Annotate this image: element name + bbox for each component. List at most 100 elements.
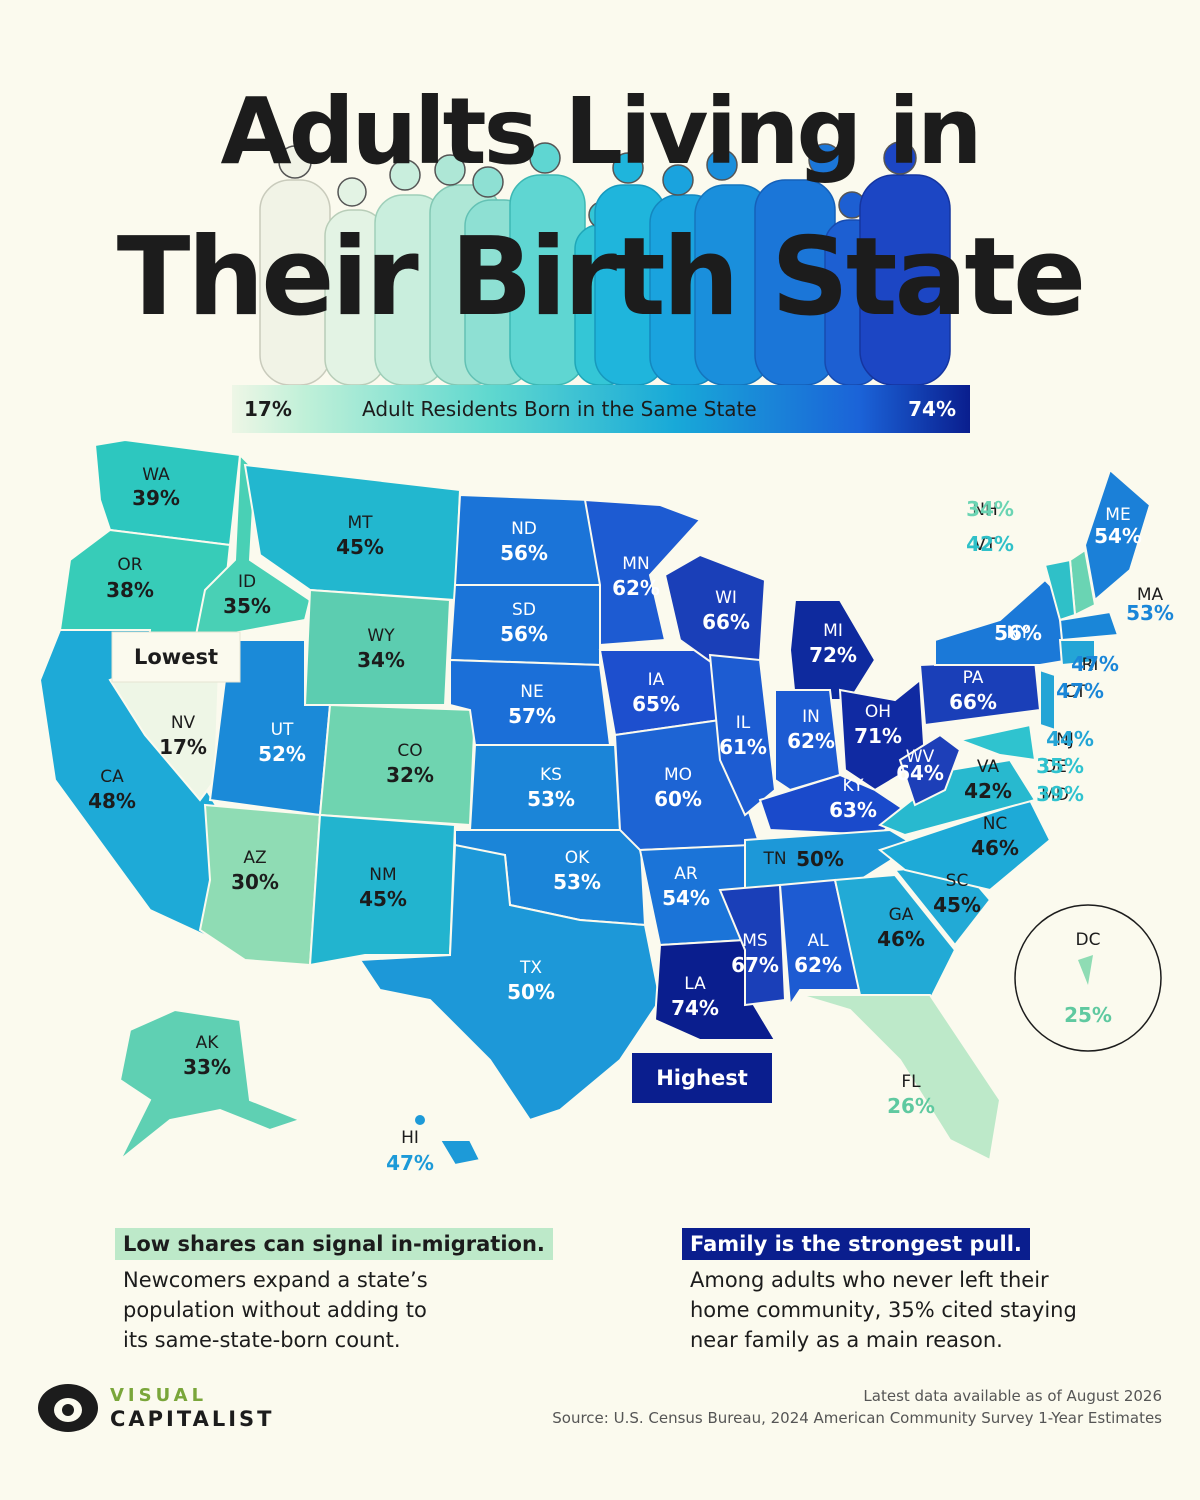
state-shape-md[interactable] <box>956 723 1037 762</box>
state-value-va: 42% <box>964 779 1012 803</box>
callout-right-body: Among adults who never left their home c… <box>690 1265 1077 1355</box>
state-label-pa: PA <box>963 668 984 688</box>
state-label-ri: RI <box>1082 655 1099 675</box>
state-value-id: 35% <box>223 594 271 618</box>
state-value-mi: 72% <box>809 643 857 667</box>
callout-right-line-3: near family as a main reason. <box>690 1328 1003 1352</box>
state-value-de: 35% <box>1036 754 1084 778</box>
color-legend: 17% Adult Residents Born in the Same Sta… <box>232 385 970 433</box>
state-value-hi: 47% <box>386 1151 434 1175</box>
state-label-wa: WA <box>142 465 170 485</box>
state-label-ia: IA <box>648 670 665 690</box>
state-value-ia: 65% <box>632 692 680 716</box>
state-shape-hi-island[interactable] <box>413 1113 427 1127</box>
state-shapes <box>38 438 1162 1167</box>
state-shape-hi[interactable] <box>438 1139 482 1167</box>
state-label-in: IN <box>802 707 820 727</box>
state-label-ma: MA <box>1137 585 1164 605</box>
state-shape-al[interactable] <box>778 878 862 1008</box>
state-value-ga: 46% <box>877 927 925 951</box>
state-shape-ma[interactable] <box>1058 610 1120 642</box>
state-shape-tn[interactable] <box>744 828 917 892</box>
state-shape-dc[interactable] <box>1078 955 1093 985</box>
state-label-ak: AK <box>196 1033 220 1053</box>
callout-right-heading: Family is the strongest pull. <box>682 1228 1030 1260</box>
state-shape-vt[interactable] <box>1043 558 1077 622</box>
callout-left-line-1: Newcomers expand a state’s <box>123 1268 428 1292</box>
state-value-me: 54% <box>1094 524 1142 548</box>
state-value-oh: 71% <box>854 724 902 748</box>
state-shape-ne[interactable] <box>449 658 612 746</box>
state-shape-wy[interactable] <box>303 588 452 706</box>
state-label-nm: NM <box>369 865 396 885</box>
state-label-wi: WI <box>715 588 737 608</box>
state-shape-wv[interactable] <box>898 733 962 807</box>
state-label-sd: SD <box>512 600 536 620</box>
state-value-nm: 45% <box>359 887 407 911</box>
state-label-dc: DC <box>1076 930 1101 950</box>
highest-marker-label: Highest <box>656 1066 748 1090</box>
state-label-ky: KY <box>843 776 865 796</box>
state-label-ca: CA <box>100 767 124 787</box>
logo-line-2: CAPITALIST <box>110 1407 275 1431</box>
state-label-nh: NH <box>972 500 998 520</box>
state-value-nd: 56% <box>500 541 548 565</box>
footer-date-note: Latest data available as of August 2026 <box>863 1387 1162 1405</box>
highest-marker: Highest <box>632 1053 772 1103</box>
state-value-ne: 57% <box>508 704 556 728</box>
state-value-ny: 56% <box>994 621 1042 645</box>
state-label-il: IL <box>736 713 751 733</box>
state-label-la: LA <box>684 974 706 994</box>
state-label-me: ME <box>1105 505 1130 525</box>
state-value-ms: 67% <box>731 953 779 977</box>
state-value-nc: 46% <box>971 836 1019 860</box>
state-value-ct: 47% <box>1056 679 1104 703</box>
state-value-in: 62% <box>787 729 835 753</box>
state-label-nd: ND <box>511 519 537 539</box>
state-label-tx: TX <box>519 958 542 978</box>
state-shape-fl[interactable] <box>799 994 1002 1162</box>
state-label-de: DE <box>1043 757 1067 777</box>
state-value-sd: 56% <box>500 622 548 646</box>
state-shape-ak[interactable] <box>118 1008 303 1161</box>
state-shape-ct[interactable] <box>1058 639 1096 667</box>
logo-line-1: VISUAL <box>110 1385 208 1406</box>
state-label-fl: FL <box>901 1072 921 1092</box>
state-label-co: CO <box>397 741 422 761</box>
state-value-wi: 66% <box>702 610 750 634</box>
state-value-la: 74% <box>671 996 719 1020</box>
state-label-tn: TN <box>762 849 786 869</box>
state-label-mi: MI <box>823 621 843 641</box>
state-shape-ms[interactable] <box>718 883 787 1007</box>
state-value-ut: 52% <box>258 742 306 766</box>
state-value-ri: 47% <box>1071 652 1119 676</box>
state-value-pa: 66% <box>949 690 997 714</box>
people-illustration <box>259 141 951 385</box>
state-label-wv: WV <box>906 747 935 767</box>
state-label-ok: OK <box>565 848 590 868</box>
state-label-ar: AR <box>674 864 698 884</box>
state-value-wy: 34% <box>357 648 405 672</box>
state-shape-ga[interactable] <box>833 873 957 1002</box>
legend-min: 17% <box>244 397 292 421</box>
state-label-ks: KS <box>540 765 562 785</box>
legend-max: 74% <box>908 397 956 421</box>
state-shape-nj[interactable] <box>1039 668 1056 732</box>
state-value-nh: 34% <box>966 497 1014 521</box>
state-value-ar: 54% <box>662 886 710 910</box>
callout-left-line-3: its same-state-born count. <box>123 1328 401 1352</box>
state-value-or: 38% <box>106 578 154 602</box>
state-value-ak: 33% <box>183 1055 231 1079</box>
callout-right-line-2: home community, 35% cited staying <box>690 1298 1077 1322</box>
state-shape-nd[interactable] <box>453 493 602 586</box>
callout-left-line-2: population without adding to <box>123 1298 427 1322</box>
state-label-nc: NC <box>983 814 1008 834</box>
state-value-ma: 53% <box>1126 601 1174 625</box>
state-shape-tx[interactable] <box>358 843 662 1122</box>
state-label-ct: CT <box>1064 682 1087 702</box>
state-shape-mn[interactable] <box>583 498 702 647</box>
state-shape-nm[interactable] <box>308 813 457 967</box>
state-value-md: 39% <box>1036 782 1084 806</box>
state-value-nj: 44% <box>1046 727 1094 751</box>
state-label-ny: NY <box>1006 623 1030 643</box>
